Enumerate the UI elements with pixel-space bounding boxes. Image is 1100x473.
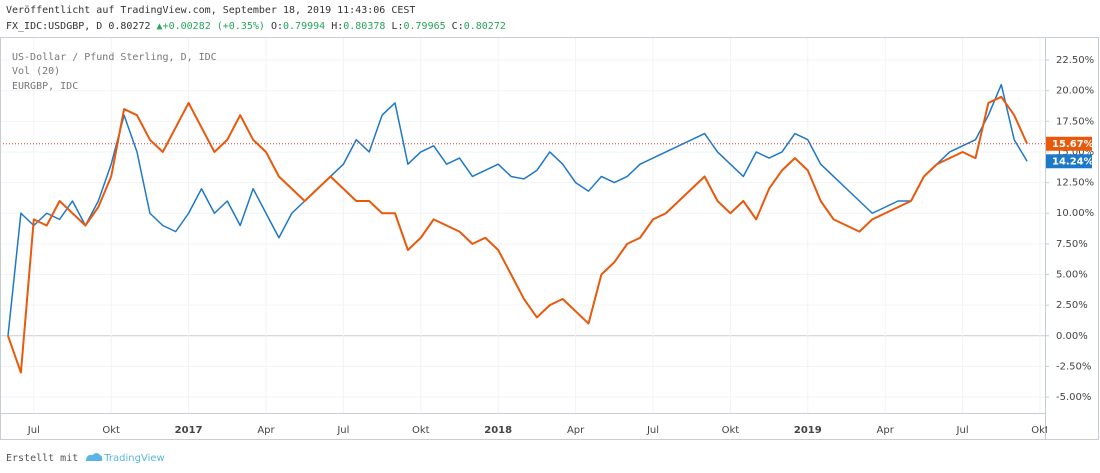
x-tick-label: Okt <box>412 425 430 436</box>
last-price-tag <box>1046 154 1092 169</box>
y-tick-label: 17.50% <box>1056 116 1094 127</box>
ohlc-value: 0.80378 <box>343 21 386 32</box>
y-tick-label: 0.00% <box>1056 331 1088 342</box>
ohlc-value: 0.80272 <box>463 21 506 32</box>
x-tick-label: Apr <box>877 425 895 436</box>
chart: Jul Okt 2017 Apr Jul Okt 2018 Apr Jul Okt 2019 Apr J… <box>0 37 1099 440</box>
x-tick-label: Jul <box>27 425 40 436</box>
series-line <box>7 95 1029 374</box>
y-tick-label: -5.00% <box>1056 392 1091 403</box>
up-arrow: ▲ <box>156 21 163 32</box>
series-line <box>7 83 1028 336</box>
x-tick-label: 2017 <box>175 425 203 436</box>
ohlc-label: L: <box>391 21 404 32</box>
ohlc-label: C: <box>451 21 464 32</box>
symbol-line: FX_IDC:USDGBP, D 0.80272 ▲+0.00282 (+0.3… <box>6 21 512 32</box>
y-tick-label: 10.00% <box>1056 208 1094 219</box>
x-tick-label: Apr <box>257 425 275 436</box>
y-tick-label: 22.50% <box>1056 55 1094 66</box>
y-tick-label: 12.50% <box>1056 178 1094 189</box>
x-tick-label: 2019 <box>794 425 822 436</box>
x-tick-label: Okt <box>1031 425 1049 436</box>
y-tick-label: 20.00% <box>1056 86 1094 97</box>
logo <box>86 453 103 461</box>
made-with: Erstellt mit <box>6 453 79 464</box>
y-tick-label: 15.00% <box>1056 147 1094 158</box>
change: +0.00282 (+0.35%) <box>162 21 265 32</box>
ohlc-value: 0.79965 <box>403 21 446 32</box>
x-tick-label: Okt <box>102 425 120 436</box>
footer: Erstellt mit TradingView <box>6 451 165 464</box>
x-tick-label: Jul <box>336 425 349 436</box>
brand: TradingView <box>104 453 165 464</box>
y-tick-label: 5.00% <box>1056 270 1088 281</box>
ohlc: O:0.79994 H:0.80378 L:0.79965 C:0.80272 <box>271 21 512 32</box>
ohlc-label: O: <box>270 21 284 32</box>
last: 0.80272 <box>108 21 151 32</box>
ohlc-label: H: <box>331 21 344 32</box>
legend-entry: EURGBP, IDC <box>12 81 78 92</box>
legend-entry: US-Dollar / Pfund Sterling, D, IDC <box>12 52 217 63</box>
ohlc-value: 0.79994 <box>283 21 326 32</box>
frame <box>0 37 1099 440</box>
indicator-label: Vol (20) <box>12 66 60 77</box>
x-tick-label: 2018 <box>484 425 512 436</box>
last-price-label: 14.24% <box>1052 156 1094 167</box>
x-tick-label: Apr <box>567 425 585 436</box>
y-tick-label: 2.50% <box>1056 300 1088 311</box>
symbol: FX_IDC:USDGBP, D <box>6 21 103 32</box>
y-tick-label: -2.50% <box>1056 361 1091 372</box>
x-tick-label: Jul <box>646 425 659 436</box>
x-tick-label: Jul <box>956 425 969 436</box>
last-price-tag <box>1046 136 1092 151</box>
published: Veröffentlicht auf TradingView.com, Sept… <box>6 5 416 16</box>
last-price-label: 15.67% <box>1052 139 1094 150</box>
y-tick-label: 7.50% <box>1056 239 1088 250</box>
x-tick-label: Okt <box>722 425 740 436</box>
